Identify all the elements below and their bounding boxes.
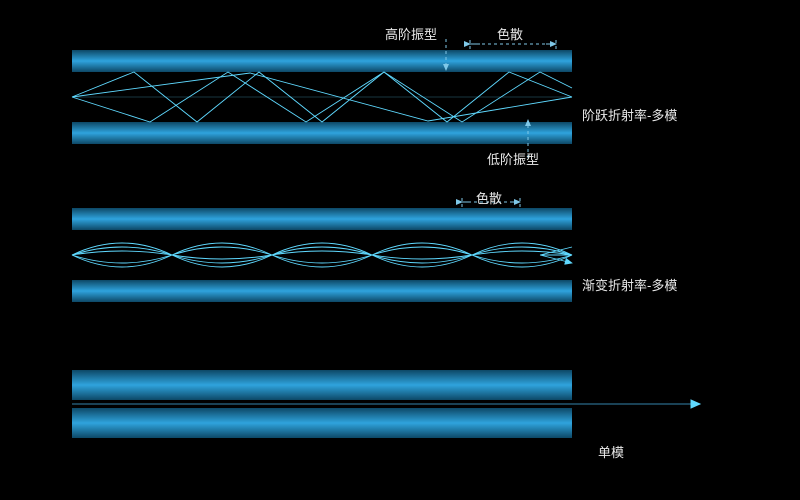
label-step-index-multimode: 阶跃折射率-多模 <box>582 105 677 124</box>
label-dispersion-1: 色散 <box>497 24 523 43</box>
label-graded-index-multimode: 渐变折射率-多模 <box>582 275 677 294</box>
diagram-svg <box>0 0 800 500</box>
label-dispersion-2: 色散 <box>476 188 502 207</box>
fiber-graded-index-multimode <box>72 208 572 302</box>
label-single-mode: 单模 <box>598 442 624 461</box>
label-high-order-mode: 高阶振型 <box>385 24 437 43</box>
fiber-optic-modes-diagram: 高阶振型 色散 阶跃折射率-多模 低阶振型 色散 渐变折射率-多模 单模 <box>0 0 800 500</box>
label-low-order-mode: 低阶振型 <box>487 149 539 168</box>
fiber-step-index-multimode <box>72 50 572 144</box>
fiber-single-mode <box>72 370 700 438</box>
